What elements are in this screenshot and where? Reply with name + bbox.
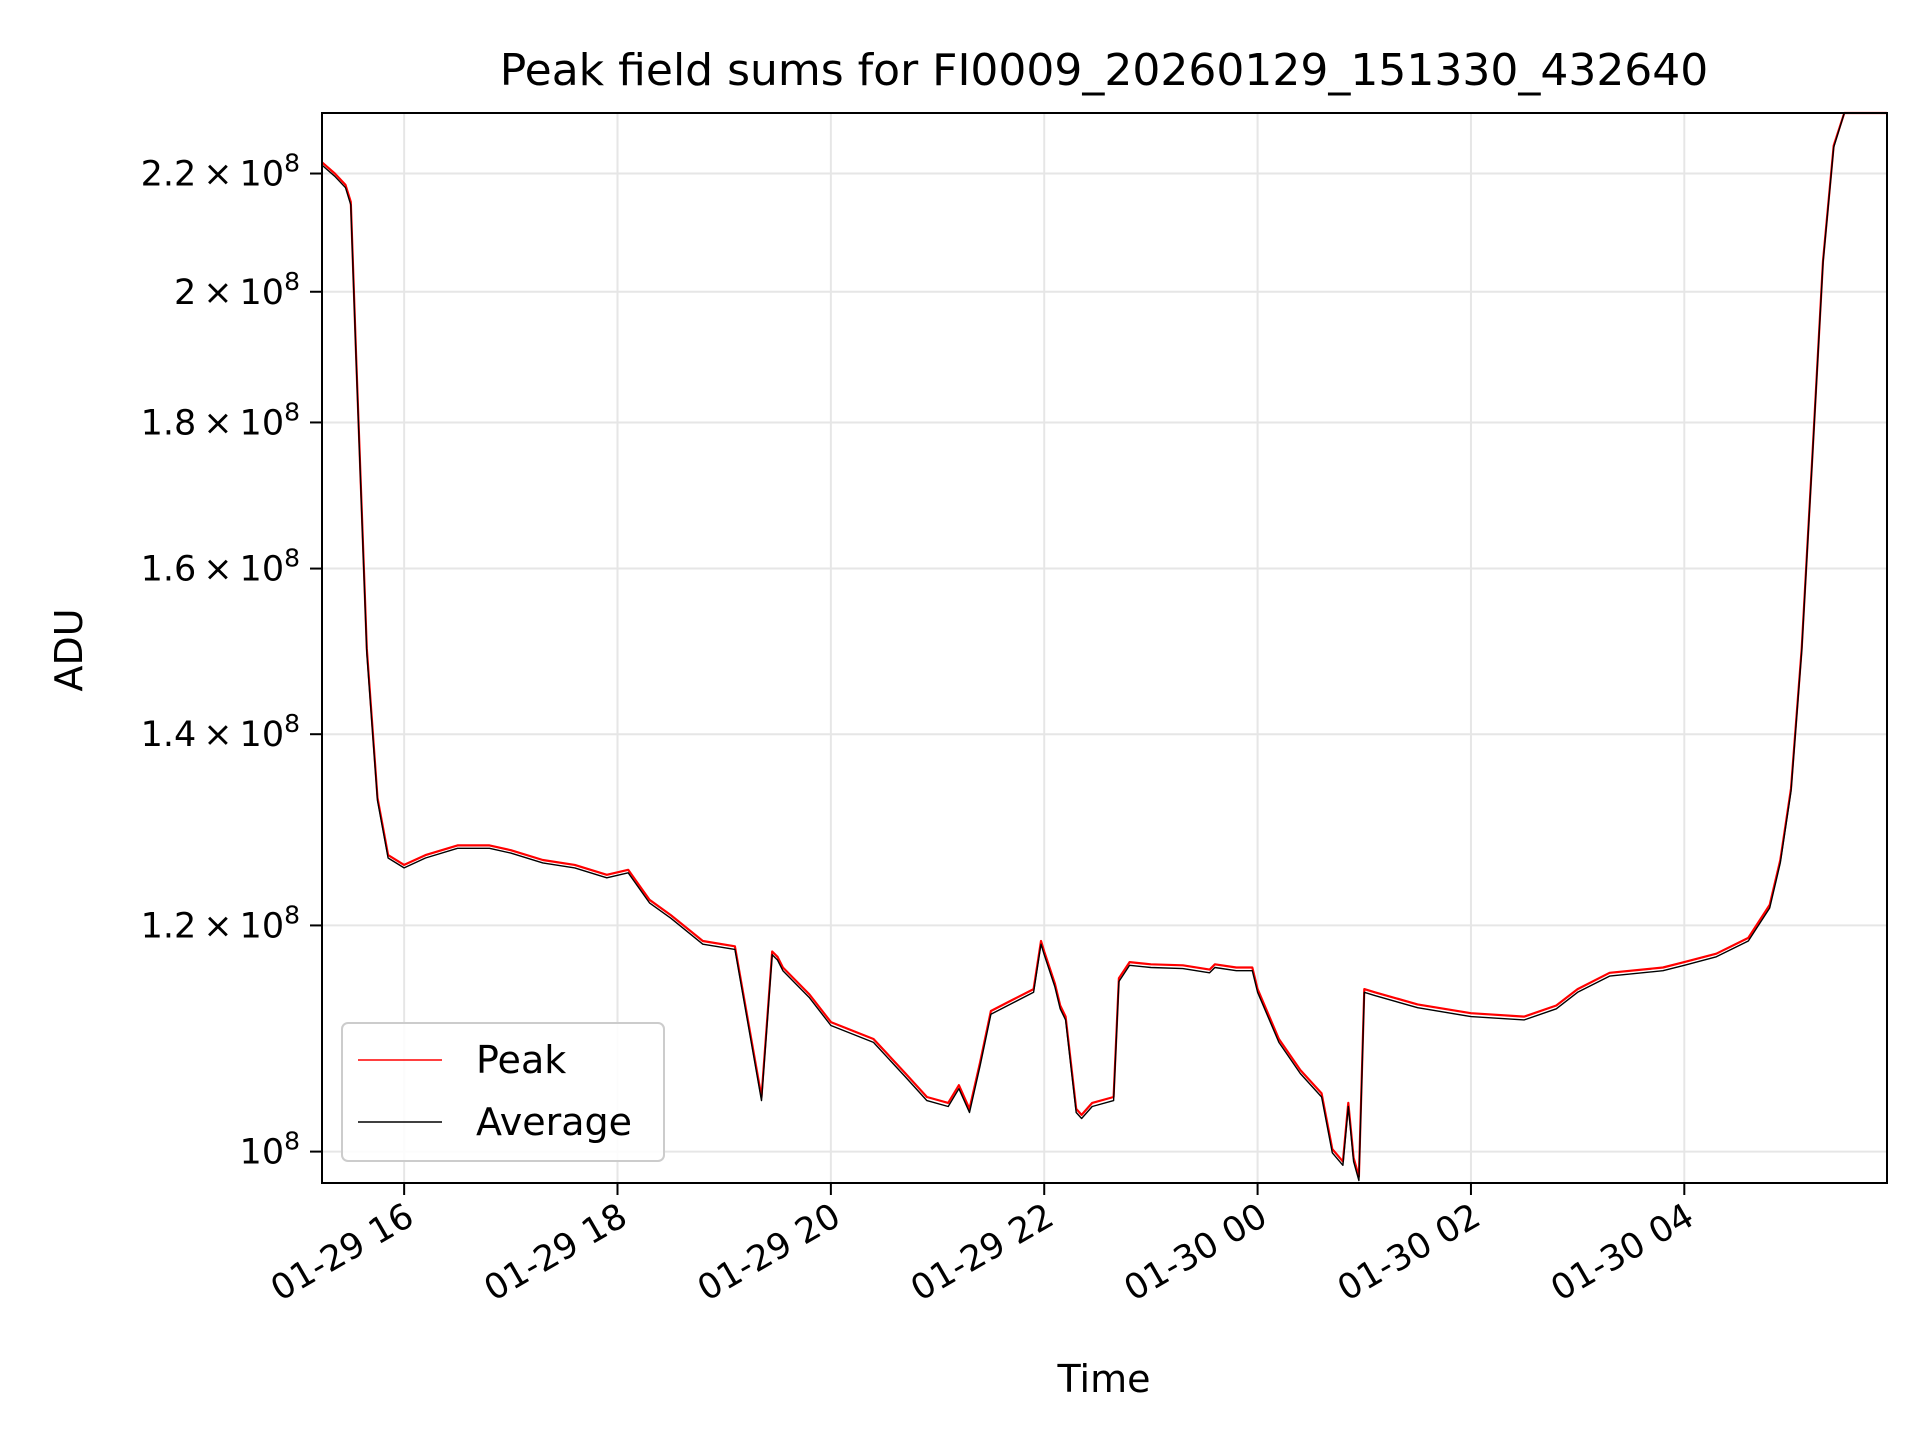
- x-tick-label: 01-30 02: [1331, 1196, 1487, 1309]
- y-tick-label: 2 × 108: [174, 267, 300, 313]
- y-tick-label: 1.6 × 108: [141, 544, 300, 590]
- x-tick-label: 01-29 22: [904, 1196, 1060, 1309]
- legend-average-label: Average: [476, 1100, 632, 1144]
- series-line-average: [321, 112, 1887, 1182]
- y-tick-label: 1.4 × 108: [141, 709, 300, 755]
- y-axis-ticks: 2.2 × 108 2 × 108 1.8 × 108 1.6 × 108 1.4 × …: [141, 149, 322, 1173]
- x-tick-label: 01-29 20: [691, 1196, 847, 1309]
- series-layer: [321, 111, 1887, 1182]
- y-tick-label: 1.2 × 108: [141, 900, 300, 946]
- x-tick-label: 01-29 18: [478, 1196, 634, 1309]
- y-tick-label: 1.8 × 108: [141, 397, 300, 443]
- series-line-peak: [321, 111, 1887, 1178]
- grid: [322, 113, 1887, 1183]
- y-tick-label: 108: [240, 1127, 300, 1173]
- legend-peak-label: Peak: [476, 1038, 566, 1082]
- x-axis-label: Time: [1057, 1357, 1151, 1401]
- y-tick-label: 2.2 × 108: [141, 149, 300, 195]
- x-tick-label: 01-30 04: [1545, 1196, 1701, 1309]
- chart-title: Peak field sums for FI0009_20260129_1513…: [500, 45, 1709, 96]
- legend-box: [341, 1022, 665, 1162]
- x-tick-label: 01-29 16: [264, 1196, 420, 1309]
- x-axis-ticks: 01-29 16 01-29 18 01-29 20 01-29 22 01-30 00…: [264, 1183, 1701, 1309]
- legend: Peak Average: [341, 1022, 665, 1162]
- y-axis-label: ADU: [47, 608, 91, 691]
- plot-frame: [321, 112, 1888, 1184]
- x-tick-label: 01-30 00: [1118, 1196, 1274, 1309]
